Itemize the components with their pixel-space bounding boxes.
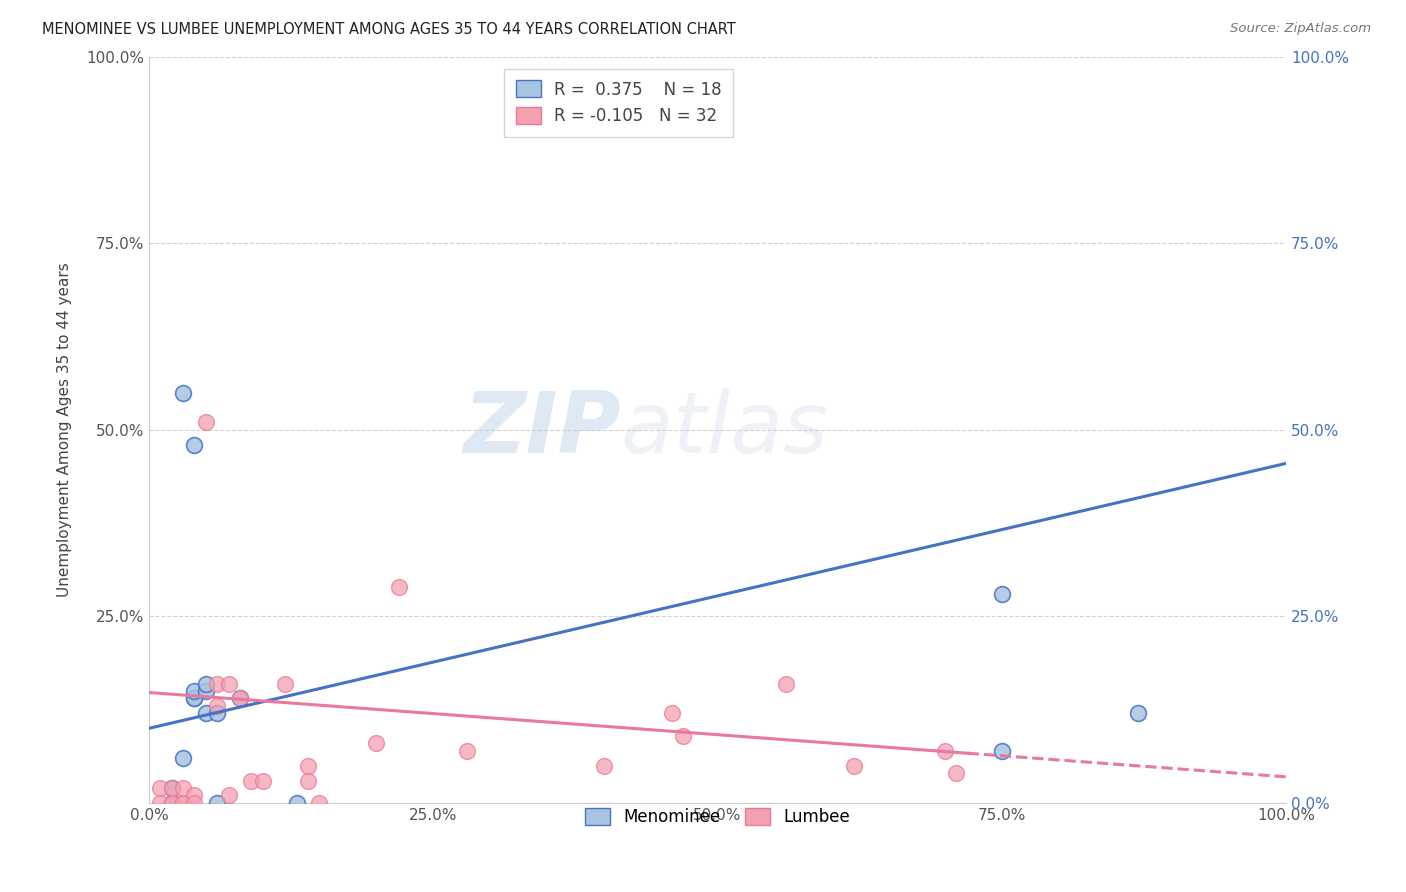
Text: Source: ZipAtlas.com: Source: ZipAtlas.com (1230, 22, 1371, 36)
Point (160, 796, 183, 810)
Point (218, 789, 240, 803)
Point (229, 691, 252, 706)
Point (172, 780, 194, 795)
Point (240, 773, 263, 788)
Point (775, 676, 797, 690)
Point (308, 796, 330, 810)
Point (990, 587, 1012, 601)
Point (183, 796, 205, 810)
Point (1126, 706, 1149, 721)
Point (592, 758, 614, 772)
Legend: Menominee, Lumbee: Menominee, Lumbee (575, 797, 860, 836)
Point (945, 766, 967, 780)
Point (149, 796, 172, 810)
Point (160, 796, 183, 810)
Point (252, 773, 274, 788)
Point (194, 676, 217, 690)
Point (160, 780, 183, 795)
Point (456, 744, 478, 758)
Point (172, 385, 194, 400)
Point (172, 796, 194, 810)
Point (194, 415, 217, 429)
Point (661, 706, 683, 721)
Point (160, 796, 183, 810)
Point (194, 684, 217, 698)
Point (990, 744, 1012, 758)
Point (172, 751, 194, 765)
Point (229, 691, 252, 706)
Point (160, 780, 183, 795)
Point (183, 789, 205, 803)
Point (934, 744, 956, 758)
Point (194, 706, 217, 721)
Point (205, 698, 228, 713)
Point (183, 438, 205, 452)
Point (274, 676, 297, 690)
Point (285, 796, 308, 810)
Point (297, 758, 319, 772)
Point (160, 796, 183, 810)
Point (366, 736, 388, 750)
Y-axis label: Unemployment Among Ages 35 to 44 years: Unemployment Among Ages 35 to 44 years (58, 262, 72, 597)
Text: atlas: atlas (621, 388, 828, 471)
Point (149, 780, 172, 795)
Point (388, 580, 411, 594)
Point (842, 758, 865, 772)
Point (205, 676, 228, 690)
Point (205, 706, 228, 721)
Point (183, 684, 205, 698)
Point (183, 691, 205, 706)
Point (218, 676, 240, 690)
Point (205, 796, 228, 810)
Point (672, 729, 695, 743)
Point (183, 691, 205, 706)
Point (297, 773, 319, 788)
Text: ZIP: ZIP (463, 388, 621, 471)
Text: MENOMINEE VS LUMBEE UNEMPLOYMENT AMONG AGES 35 TO 44 YEARS CORRELATION CHART: MENOMINEE VS LUMBEE UNEMPLOYMENT AMONG A… (42, 22, 735, 37)
Point (172, 796, 194, 810)
